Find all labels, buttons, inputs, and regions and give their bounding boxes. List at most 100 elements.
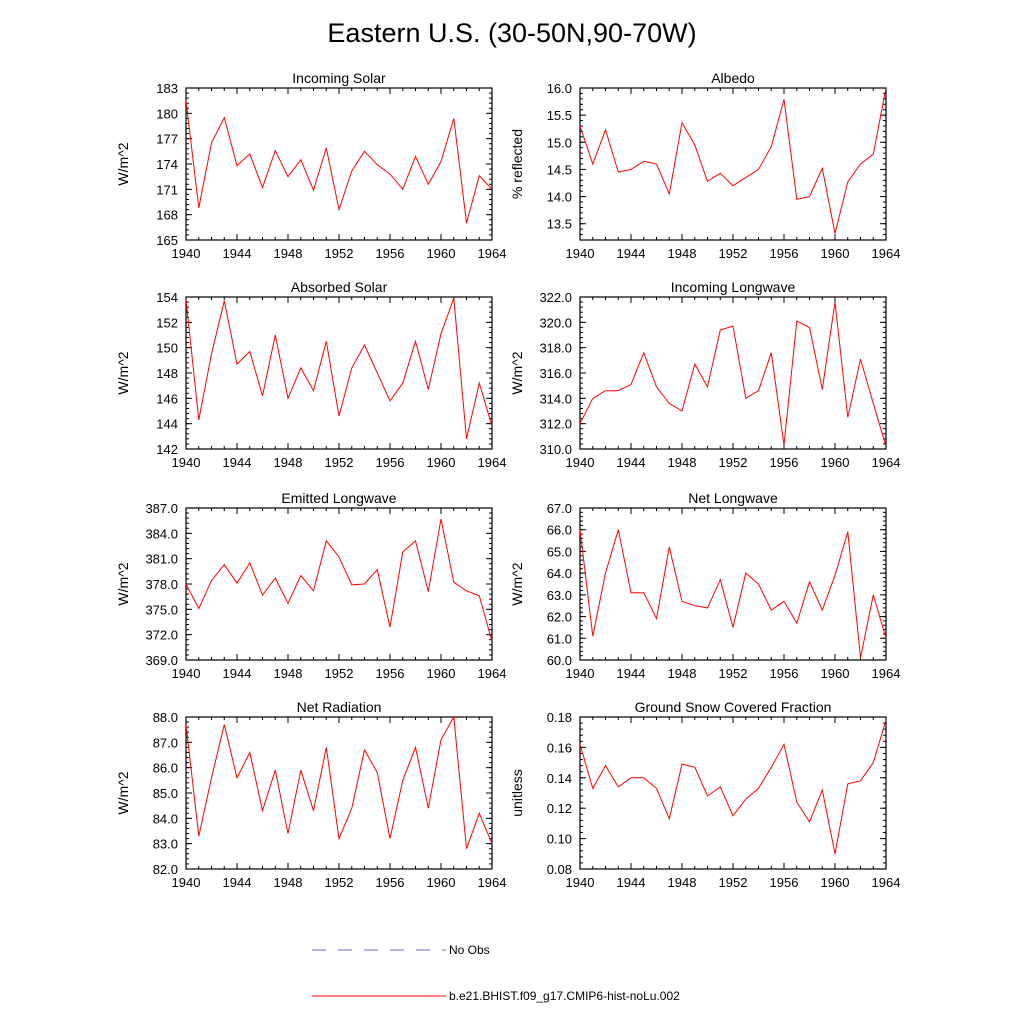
y-tick-label: 87.0 — [153, 735, 178, 750]
y-tick-label: 62.0 — [547, 610, 572, 625]
y-tick-label: 152 — [156, 315, 178, 330]
panel-title: Ground Snow Covered Fraction — [635, 699, 832, 715]
x-tick-label: 1964 — [478, 246, 507, 261]
x-tick-label: 1952 — [325, 666, 354, 681]
series-line — [579, 529, 887, 658]
y-tick-label: 381.0 — [145, 552, 178, 567]
y-axis-label: % reflected — [509, 129, 525, 199]
y-tick-label: 83.0 — [153, 837, 178, 852]
x-tick-label: 1964 — [478, 455, 507, 470]
legend-obs-label: No Obs — [449, 943, 490, 957]
panel-title: Absorbed Solar — [291, 279, 388, 295]
y-tick-label: 66.0 — [547, 523, 572, 538]
y-tick-label: 165 — [156, 233, 178, 248]
y-tick-label: 168 — [156, 208, 178, 223]
y-tick-label: 144 — [156, 417, 178, 432]
panel-title: Albedo — [711, 70, 755, 86]
x-tick-label: 1944 — [617, 246, 646, 261]
chart-panel: Absorbed Solar W/m^2 1940 1944 1948 1952 1956 1… — [115, 279, 506, 470]
y-tick-label: 86.0 — [153, 761, 178, 776]
y-tick-label: 64.0 — [547, 566, 572, 581]
x-tick-label: 1964 — [872, 246, 901, 261]
series-line — [185, 518, 493, 642]
series-line — [579, 302, 887, 447]
x-tick-label: 1956 — [770, 455, 799, 470]
x-tick-label: 1944 — [617, 875, 646, 890]
plot-frame — [579, 716, 887, 870]
x-tick-label: 1948 — [274, 666, 303, 681]
y-tick-label: 316.0 — [539, 366, 572, 381]
y-tick-label: 15.5 — [547, 108, 572, 123]
x-tick-label: 1948 — [274, 455, 303, 470]
x-tick-label: 1956 — [376, 875, 405, 890]
series-line — [185, 100, 493, 224]
plot-frame — [579, 296, 887, 450]
legend-model-label: b.e21.BHIST.f09_g17.CMIP6-hist-noLu.002 — [449, 989, 680, 1003]
panel-title: Emitted Longwave — [281, 490, 396, 506]
x-tick-label: 1960 — [821, 455, 850, 470]
x-tick-label: 1964 — [872, 666, 901, 681]
x-tick-label: 1948 — [668, 455, 697, 470]
figure-title: Eastern U.S. (30-50N,90-70W) — [327, 18, 696, 48]
x-tick-label: 1960 — [427, 246, 456, 261]
plot-frame — [579, 87, 887, 241]
x-tick-label: 1964 — [872, 875, 901, 890]
y-tick-label: 177 — [156, 132, 178, 147]
x-tick-label: 1956 — [376, 455, 405, 470]
y-tick-label: 15.0 — [547, 135, 572, 150]
y-tick-label: 16.0 — [547, 81, 572, 96]
x-tick-label: 1956 — [770, 246, 799, 261]
chart-panel: Ground Snow Covered Fraction unitless 1940… — [509, 699, 900, 890]
series-line — [185, 298, 493, 440]
y-tick-label: 180 — [156, 106, 178, 121]
chart-panel: Incoming Solar W/m^2 1940 1944 1948 1952 1956 1… — [115, 70, 506, 261]
x-tick-label: 1964 — [478, 666, 507, 681]
y-tick-label: 314.0 — [539, 391, 572, 406]
y-tick-label: 312.0 — [539, 417, 572, 432]
x-tick-label: 1940 — [566, 875, 595, 890]
y-tick-label: 146 — [156, 391, 178, 406]
x-tick-label: 1940 — [566, 246, 595, 261]
plot-frame — [579, 507, 887, 661]
x-tick-label: 1952 — [719, 455, 748, 470]
x-tick-label: 1960 — [821, 666, 850, 681]
y-tick-label: 85.0 — [153, 786, 178, 801]
y-tick-label: 0.16 — [547, 740, 572, 755]
panel-title: Net Radiation — [297, 699, 382, 715]
y-tick-label: 14.0 — [547, 190, 572, 205]
y-tick-label: 322.0 — [539, 290, 572, 305]
y-axis-label: unitless — [509, 769, 525, 816]
y-tick-label: 372.0 — [145, 628, 178, 643]
x-tick-label: 1960 — [427, 455, 456, 470]
x-tick-label: 1952 — [325, 455, 354, 470]
y-tick-label: 310.0 — [539, 442, 572, 457]
y-axis-label: W/m^2 — [115, 142, 131, 185]
x-tick-label: 1944 — [223, 246, 252, 261]
x-tick-label: 1952 — [325, 875, 354, 890]
x-tick-label: 1964 — [478, 875, 507, 890]
x-tick-label: 1940 — [566, 666, 595, 681]
y-tick-label: 60.0 — [547, 653, 572, 668]
y-tick-label: 88.0 — [153, 710, 178, 725]
panel-title: Incoming Longwave — [671, 279, 796, 295]
x-tick-label: 1948 — [668, 875, 697, 890]
x-tick-label: 1940 — [172, 246, 201, 261]
x-tick-label: 1944 — [223, 875, 252, 890]
y-tick-label: 369.0 — [145, 653, 178, 668]
y-tick-label: 14.5 — [547, 162, 572, 177]
y-tick-label: 84.0 — [153, 811, 178, 826]
series-line — [579, 87, 887, 234]
y-tick-label: 82.0 — [153, 862, 178, 877]
x-tick-label: 1956 — [770, 875, 799, 890]
chart-panel: Incoming Longwave W/m^2 1940 1944 1948 1952 19… — [509, 279, 900, 470]
y-tick-label: 150 — [156, 341, 178, 356]
y-tick-label: 318.0 — [539, 341, 572, 356]
plot-frame — [185, 87, 493, 241]
y-axis-label: W/m^2 — [115, 771, 131, 814]
x-tick-label: 1952 — [719, 246, 748, 261]
y-tick-label: 0.08 — [547, 862, 572, 877]
y-tick-label: 387.0 — [145, 501, 178, 516]
x-tick-label: 1944 — [617, 666, 646, 681]
x-tick-label: 1948 — [668, 246, 697, 261]
